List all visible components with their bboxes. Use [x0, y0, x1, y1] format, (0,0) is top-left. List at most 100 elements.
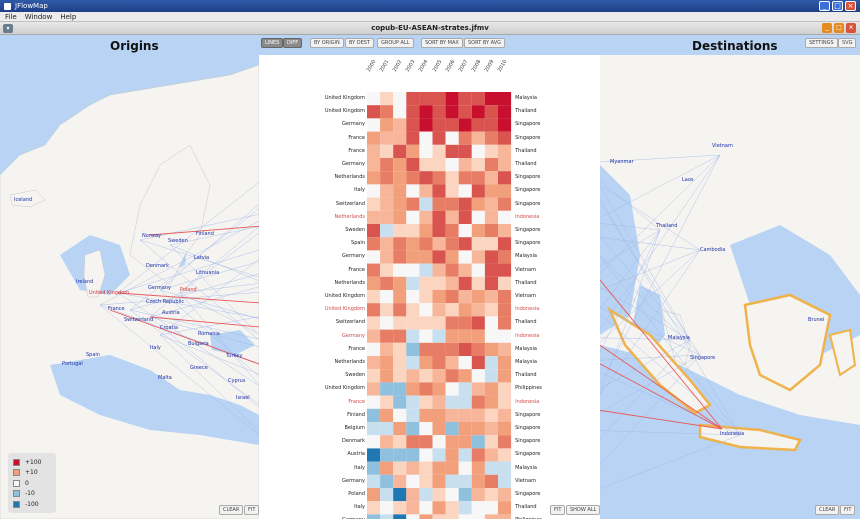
heatmap-cell[interactable]: [458, 488, 472, 502]
heatmap-cell[interactable]: [471, 92, 485, 106]
row-destination-label[interactable]: Malaysia: [515, 95, 537, 101]
heatmap-cell[interactable]: [406, 461, 420, 475]
origin-place-label[interactable]: Poland: [180, 287, 197, 293]
heatmap-cell[interactable]: [367, 422, 381, 436]
heatmap-cell[interactable]: [419, 184, 433, 198]
heatmap-cell[interactable]: [393, 369, 407, 383]
row-origin-label[interactable]: Sweden: [345, 372, 365, 379]
origins-fit-button[interactable]: FIT: [244, 505, 260, 515]
heatmap-cell[interactable]: [484, 356, 498, 370]
heatmap-cell[interactable]: [367, 197, 381, 211]
heatmap-cell[interactable]: [484, 448, 498, 462]
heatmap-cell[interactable]: [393, 144, 407, 158]
heatmap-cell[interactable]: [419, 488, 433, 502]
heatmap-cell[interactable]: [458, 369, 472, 383]
heatmap-cell[interactable]: [406, 263, 420, 277]
heatmap-cell[interactable]: [380, 395, 394, 409]
heatmap-cell[interactable]: [458, 158, 472, 172]
heatmap-cell[interactable]: [367, 250, 381, 264]
row-origin-label[interactable]: France: [348, 398, 365, 405]
row-destination-label[interactable]: Indonesia: [515, 306, 540, 313]
heatmap-cell[interactable]: [471, 290, 485, 304]
origin-place-label[interactable]: Malta: [158, 375, 172, 381]
heatmap-cell[interactable]: [393, 105, 407, 119]
heatmap-cell[interactable]: [406, 290, 420, 304]
heatmap-cell[interactable]: [393, 501, 407, 515]
origins-clear-button[interactable]: CLEAR: [219, 505, 244, 515]
heatmap-cell[interactable]: [380, 237, 394, 251]
by-origin-button[interactable]: BY ORIGIN: [310, 38, 344, 48]
row-origin-label[interactable]: Germany: [342, 253, 365, 260]
origin-place-label[interactable]: France: [108, 306, 125, 312]
heatmap-cell[interactable]: [432, 276, 446, 290]
heatmap-cell[interactable]: [380, 316, 394, 330]
heatmap-cell[interactable]: [406, 184, 420, 198]
heatmap-cell[interactable]: [380, 382, 394, 396]
heatmap-cell[interactable]: [445, 501, 459, 515]
heatmap-cell[interactable]: [471, 342, 485, 356]
row-destination-label[interactable]: Singapore: [515, 134, 541, 141]
heatmap-cell[interactable]: [406, 276, 420, 290]
origin-place-label[interactable]: Lithuania: [196, 270, 220, 276]
heatmap-cell[interactable]: [367, 184, 381, 198]
origin-place-label[interactable]: Iceland: [14, 197, 33, 203]
heatmap-cell[interactable]: [471, 369, 485, 383]
heatmap-cell[interactable]: [498, 316, 512, 330]
row-destination-label[interactable]: Thailand: [515, 108, 537, 115]
heatmap-cell[interactable]: [432, 316, 446, 330]
row-destination-label[interactable]: Thailand: [515, 319, 537, 326]
heatmap-cell[interactable]: [458, 342, 472, 356]
row-origin-label[interactable]: Germany: [342, 477, 365, 484]
heatmap-cell[interactable]: [406, 171, 420, 185]
heatmap-cell[interactable]: [498, 184, 512, 198]
heatmap-cell[interactable]: [458, 118, 472, 132]
heatmap-cell[interactable]: [380, 501, 394, 515]
heatmap-cell[interactable]: [367, 488, 381, 502]
origin-place-label[interactable]: Spain: [86, 352, 100, 358]
heatmap-cell[interactable]: [367, 290, 381, 304]
heatmap-cell[interactable]: [484, 276, 498, 290]
heatmap-cell[interactable]: [498, 250, 512, 264]
heatmap-cell[interactable]: [484, 210, 498, 224]
heatmap-cell[interactable]: [367, 92, 381, 106]
heatmap-cell[interactable]: [498, 514, 512, 519]
row-destination-label[interactable]: Singapore: [515, 187, 541, 194]
heatmap-cell[interactable]: [419, 237, 433, 251]
heatmap-cell[interactable]: [458, 395, 472, 409]
origin-place-label[interactable]: Sweden: [168, 238, 188, 244]
origin-place-label[interactable]: Norway: [142, 233, 161, 239]
heatmap-cell[interactable]: [484, 197, 498, 211]
heatmap-cell[interactable]: [445, 92, 459, 106]
heatmap-cell[interactable]: [445, 197, 459, 211]
heatmap-cell[interactable]: [406, 224, 420, 238]
heatmap-cell[interactable]: [484, 158, 498, 172]
heatmap-cell[interactable]: [393, 356, 407, 370]
origin-place-label[interactable]: Portugal: [62, 361, 83, 367]
document-maximize-button[interactable]: □: [834, 23, 844, 33]
row-origin-label[interactable]: Netherlands: [334, 279, 365, 286]
heatmap-cell[interactable]: [484, 224, 498, 238]
heatmap-cell[interactable]: [393, 224, 407, 238]
row-origin-label[interactable]: Germany: [342, 332, 365, 339]
heatmap-cell[interactable]: [393, 461, 407, 475]
row-origin-label[interactable]: Poland: [348, 491, 365, 497]
heatmap-cell[interactable]: [380, 92, 394, 106]
heatmap-cell[interactable]: [432, 290, 446, 304]
heatmap-cell[interactable]: [432, 118, 446, 132]
origin-place-label[interactable]: Italy: [150, 345, 161, 351]
row-destination-label[interactable]: Vietnam: [515, 266, 536, 273]
heatmap-cell[interactable]: [484, 263, 498, 277]
heatmap-cell[interactable]: [458, 316, 472, 330]
row-destination-label[interactable]: Indonesia: [515, 332, 540, 339]
heatmap-cell[interactable]: [432, 303, 446, 317]
heatmap-cell[interactable]: [419, 408, 433, 422]
heatmap-cell[interactable]: [406, 105, 420, 119]
heatmap-cell[interactable]: [380, 105, 394, 119]
heatmap-cell[interactable]: [419, 435, 433, 449]
origin-place-label[interactable]: Denmark: [146, 263, 169, 269]
heatmap-cell[interactable]: [471, 395, 485, 409]
heatmap-cell[interactable]: [471, 435, 485, 449]
heatmap-cell[interactable]: [498, 501, 512, 515]
heatmap-cell[interactable]: [393, 514, 407, 519]
heatmap-cell[interactable]: [419, 422, 433, 436]
